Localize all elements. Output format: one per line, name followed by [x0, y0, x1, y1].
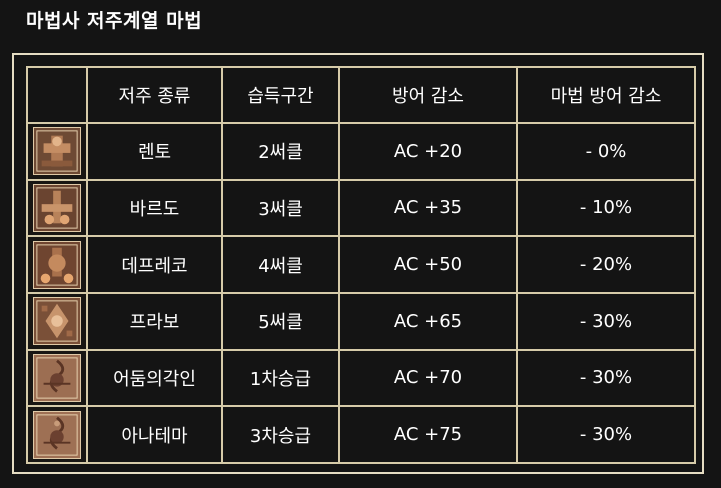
curse-skill-icon: [33, 353, 81, 402]
curse-skill-icon: [33, 127, 81, 176]
ac-value: AC +20: [338, 122, 518, 181]
curse-skill-icon: [33, 297, 81, 346]
magic-defense-value: - 30%: [516, 405, 696, 464]
table-row: 프라보 5써클 AC +65 - 30%: [26, 291, 696, 351]
curse-name: 데프레코: [86, 235, 223, 294]
header-magic-defense-reduction: 마법 방어 감소: [516, 66, 696, 124]
ac-value: AC +35: [338, 178, 518, 238]
magic-defense-value: - 10%: [516, 178, 696, 238]
acquire-tier: 5써클: [221, 291, 340, 351]
ac-value: AC +50: [338, 235, 518, 294]
curse-name: 프라보: [86, 291, 223, 351]
page-title: 마법사 저주계열 마법: [26, 10, 203, 32]
magic-defense-value: - 0%: [516, 122, 696, 181]
curse-skill-icon: [33, 183, 81, 232]
header-icon: [26, 66, 88, 124]
table-row: 바르도 3써클 AC +35 - 10%: [26, 178, 696, 238]
magic-defense-value: - 30%: [516, 348, 696, 408]
curse-spell-table: 저주 종류 습득구간 방어 감소 마법 방어 감소 렌토 2써클 AC +20 …: [26, 66, 696, 464]
header-curse-type: 저주 종류: [86, 66, 223, 124]
ac-value: AC +70: [338, 348, 518, 408]
curse-name: 바르도: [86, 178, 223, 238]
table-row: 아나테마 3차승급 AC +75 - 30%: [26, 405, 696, 464]
header-defense-reduction: 방어 감소: [338, 66, 518, 124]
acquire-tier: 4써클: [221, 235, 340, 294]
header-row: 저주 종류 습득구간 방어 감소 마법 방어 감소: [26, 66, 696, 124]
magic-defense-value: - 30%: [516, 291, 696, 351]
ac-value: AC +65: [338, 291, 518, 351]
header-acquire-tier: 습득구간: [221, 66, 340, 124]
acquire-tier: 3써클: [221, 178, 340, 238]
table-row: 렌토 2써클 AC +20 - 0%: [26, 122, 696, 181]
curse-skill-icon: [33, 240, 81, 289]
curse-name: 렌토: [86, 122, 223, 181]
acquire-tier: 3차승급: [221, 405, 340, 464]
ac-value: AC +75: [338, 405, 518, 464]
acquire-tier: 2써클: [221, 122, 340, 181]
outer-frame: [12, 53, 704, 474]
curse-name: 어둠의각인: [86, 348, 223, 408]
curse-skill-icon: [33, 410, 81, 459]
table-row: 데프레코 4써클 AC +50 - 20%: [26, 235, 696, 294]
table-row: 어둠의각인 1차승급 AC +70 - 30%: [26, 348, 696, 408]
magic-defense-value: - 20%: [516, 235, 696, 294]
curse-name: 아나테마: [86, 405, 223, 464]
acquire-tier: 1차승급: [221, 348, 340, 408]
